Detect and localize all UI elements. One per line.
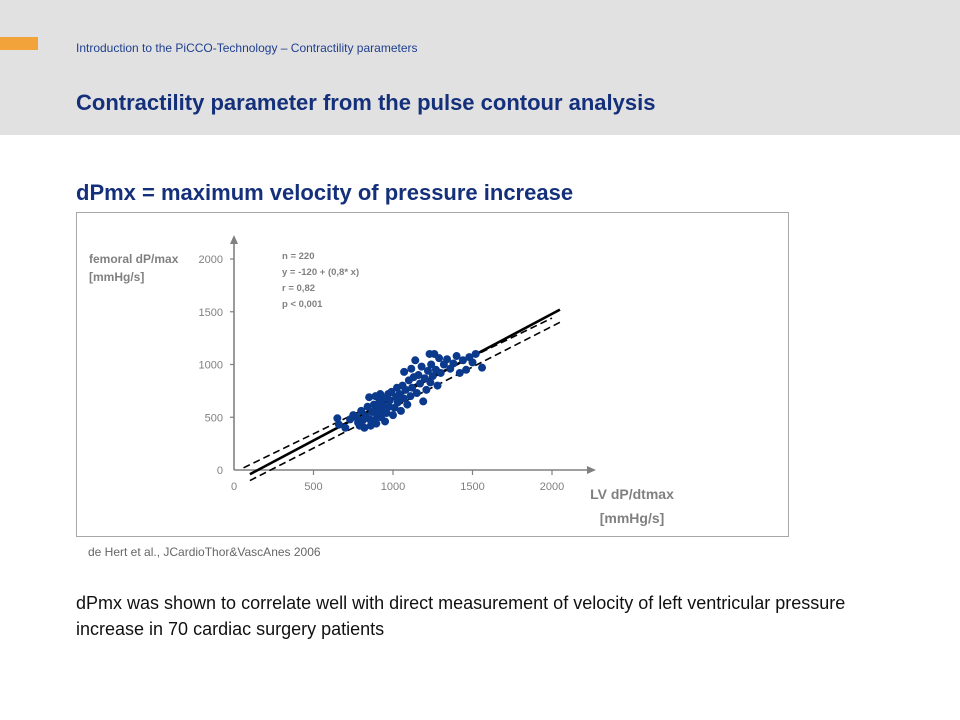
data-point — [449, 359, 458, 368]
data-point — [393, 398, 402, 407]
x-tick-label: 1000 — [381, 481, 405, 493]
data-point — [422, 385, 431, 394]
data-point — [478, 363, 487, 372]
breadcrumb: Introduction to the PiCCO-Technology – C… — [76, 41, 418, 55]
data-point — [428, 372, 437, 381]
stats-annotation: p < 0,001 — [282, 299, 323, 310]
page-title: Contractility parameter from the pulse c… — [76, 90, 656, 115]
y-tick-label: 1000 — [199, 360, 223, 372]
stats-annotation: r = 0,82 — [282, 283, 315, 294]
x-tick-label: 1500 — [460, 481, 484, 493]
chart-frame: 0 500 1000 1500 2000 0 500 1000 1500 2000 femoral … — [76, 212, 789, 537]
y-axis-title: [mmHg/s] — [89, 270, 144, 284]
data-point — [408, 383, 417, 392]
data-point — [365, 393, 374, 402]
data-point — [468, 358, 477, 367]
x-axis-title: LV dP/dtmax — [590, 486, 674, 502]
data-point — [435, 354, 444, 363]
data-point — [452, 352, 461, 361]
data-point — [382, 409, 391, 418]
data-point — [372, 419, 381, 428]
data-point — [385, 396, 394, 405]
data-point — [357, 406, 366, 415]
y-tick-label: 500 — [205, 412, 223, 424]
data-point — [406, 392, 415, 401]
data-point — [416, 379, 425, 388]
data-point — [401, 385, 410, 394]
data-point — [333, 414, 342, 423]
stats-annotation: y = -120 + (0,8* x) — [282, 267, 359, 278]
data-point — [455, 368, 464, 377]
header-band: Introduction to the PiCCO-Technology – C… — [0, 0, 960, 135]
data-point — [417, 362, 426, 371]
data-point — [423, 366, 432, 375]
section-subtitle: dPmx = maximum velocity of pressure incr… — [76, 180, 574, 205]
data-point — [363, 402, 372, 411]
data-point — [407, 364, 416, 373]
data-point — [400, 367, 409, 376]
x-tick-label: 500 — [304, 481, 322, 493]
x-tick-label: 2000 — [540, 481, 564, 493]
accent-bar — [0, 37, 38, 50]
data-point — [341, 423, 350, 432]
x-axis-title: [mmHg/s] — [600, 510, 665, 526]
stats-annotation: n = 220 — [282, 251, 314, 262]
data-point — [399, 394, 408, 403]
data-point — [387, 387, 396, 396]
data-point — [412, 388, 421, 397]
data-point — [334, 420, 343, 429]
y-axis-arrow — [230, 235, 238, 244]
data-point — [458, 356, 467, 365]
data-point — [360, 423, 369, 432]
data-point — [420, 374, 429, 383]
data-point — [403, 400, 412, 409]
data-point — [427, 360, 436, 369]
x-axis-arrow — [587, 466, 596, 474]
data-point — [414, 371, 423, 380]
data-point — [443, 355, 452, 364]
data-point — [462, 365, 471, 374]
y-tick-label: 0 — [217, 465, 223, 477]
x-tick-label: 0 — [231, 481, 237, 493]
data-point — [426, 378, 435, 387]
data-point — [436, 368, 445, 377]
lower-confidence-line — [249, 321, 561, 482]
data-point — [419, 397, 428, 406]
body-text: dPmx was shown to correlate well with di… — [76, 593, 846, 639]
data-point — [389, 411, 397, 420]
data-point — [396, 406, 405, 415]
citation: de Hert et al., JCardioThor&VascAnes 200… — [88, 545, 321, 559]
data-point — [411, 356, 420, 365]
data-point — [471, 349, 480, 358]
data-point — [381, 417, 390, 426]
data-point — [433, 381, 442, 390]
y-tick-label: 1500 — [199, 307, 223, 319]
y-axis-title: femoral dP/max — [89, 252, 179, 266]
y-tick-label: 2000 — [199, 254, 223, 266]
scatter-chart: 0 500 1000 1500 2000 0 500 1000 1500 2000 femoral … — [89, 235, 674, 526]
